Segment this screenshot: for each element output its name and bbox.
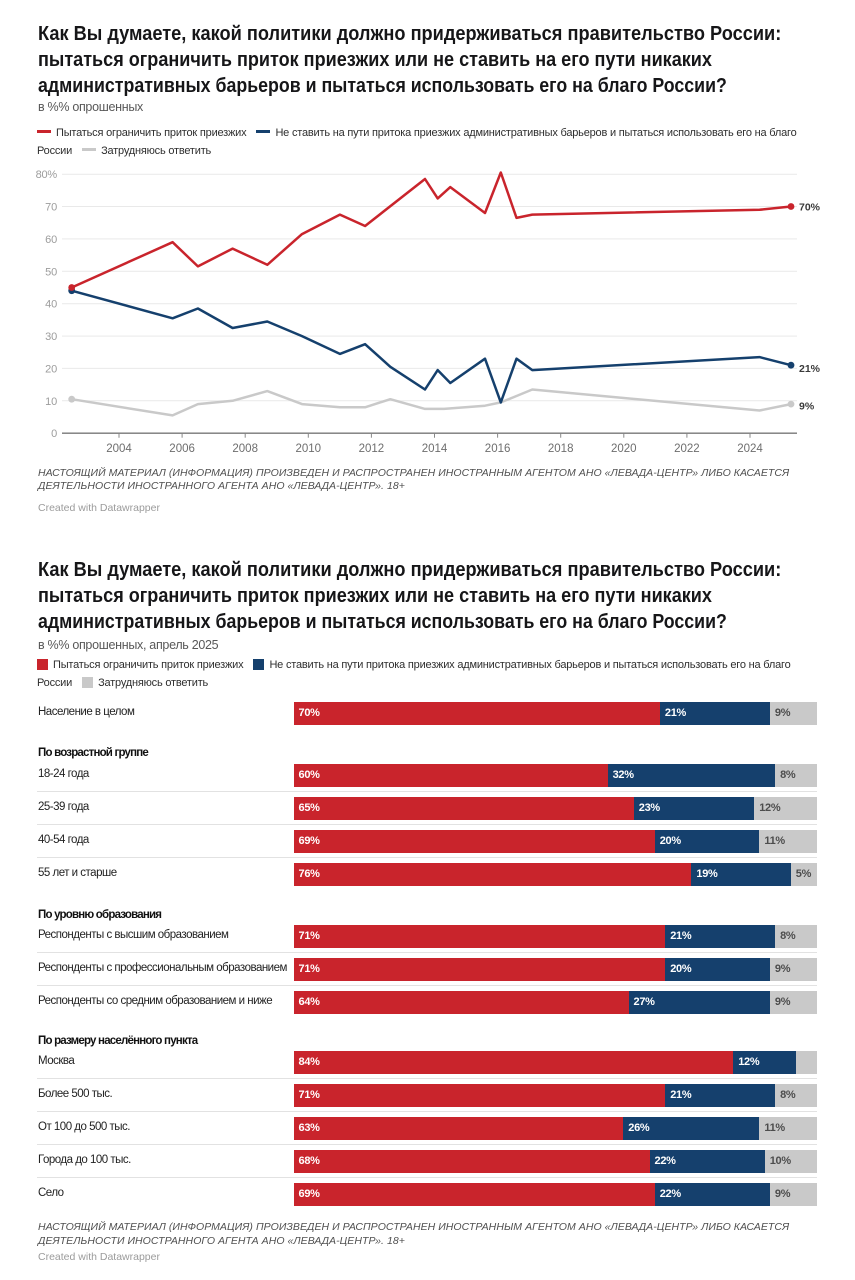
svg-text:80%: 80%: [36, 169, 58, 181]
svg-text:2016: 2016: [485, 443, 511, 455]
svg-text:40: 40: [45, 299, 57, 311]
svg-text:2012: 2012: [359, 443, 385, 455]
svg-text:2004: 2004: [106, 443, 132, 455]
svg-text:0: 0: [51, 428, 57, 440]
svg-text:2024: 2024: [737, 443, 763, 455]
svg-text:10: 10: [45, 396, 57, 408]
svg-text:2020: 2020: [611, 443, 637, 455]
svg-text:60: 60: [45, 234, 57, 246]
svg-text:50: 50: [45, 266, 57, 278]
svg-text:9%: 9%: [799, 400, 815, 412]
svg-text:2014: 2014: [422, 443, 448, 455]
svg-text:70%: 70%: [799, 202, 821, 214]
svg-text:2022: 2022: [674, 443, 700, 455]
svg-text:2018: 2018: [548, 443, 574, 455]
svg-text:2006: 2006: [169, 443, 195, 455]
svg-text:2010: 2010: [296, 443, 322, 455]
svg-text:70: 70: [45, 202, 57, 214]
svg-text:30: 30: [45, 331, 57, 343]
svg-text:21%: 21%: [799, 363, 821, 375]
svg-text:2008: 2008: [232, 443, 258, 455]
svg-text:20: 20: [45, 363, 57, 375]
